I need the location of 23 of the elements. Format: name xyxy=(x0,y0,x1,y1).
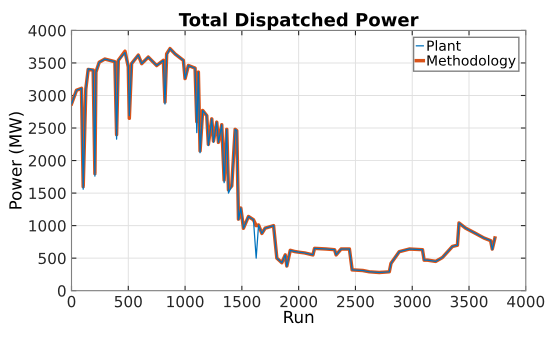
x-tick-label: 3000 xyxy=(394,296,431,308)
y-tick-label: 1000 xyxy=(29,220,66,232)
x-tick-label: 4000 xyxy=(507,296,544,308)
x-tick-label: 1000 xyxy=(167,296,204,308)
legend-label: Methodology xyxy=(427,54,516,68)
x-tick-label: 3500 xyxy=(450,296,488,308)
x-tick-label: 2000 xyxy=(280,296,318,308)
chart-title: Total Dispatched Power xyxy=(178,12,418,30)
y-tick-label: 2000 xyxy=(28,155,66,167)
y-tick-label: 0 xyxy=(58,285,66,297)
y-tick-label: 3500 xyxy=(28,57,66,69)
y-tick-label: 2500 xyxy=(28,122,66,134)
y-tick-label: 1500 xyxy=(29,188,66,200)
x-tick-label: 500 xyxy=(114,296,142,308)
legend-label: Plant xyxy=(427,40,461,51)
x-tick-label: 2500 xyxy=(337,296,374,308)
y-tick-label: 3000 xyxy=(28,90,66,102)
x-tick-label: 1500 xyxy=(224,296,260,308)
x-axis-title: Run xyxy=(284,310,314,324)
x-tick-label: 0 xyxy=(68,296,76,308)
y-tick-label: 500 xyxy=(38,252,66,264)
y-axis-title: Power (MW) xyxy=(8,112,24,209)
y-tick-label: 4000 xyxy=(28,24,66,36)
